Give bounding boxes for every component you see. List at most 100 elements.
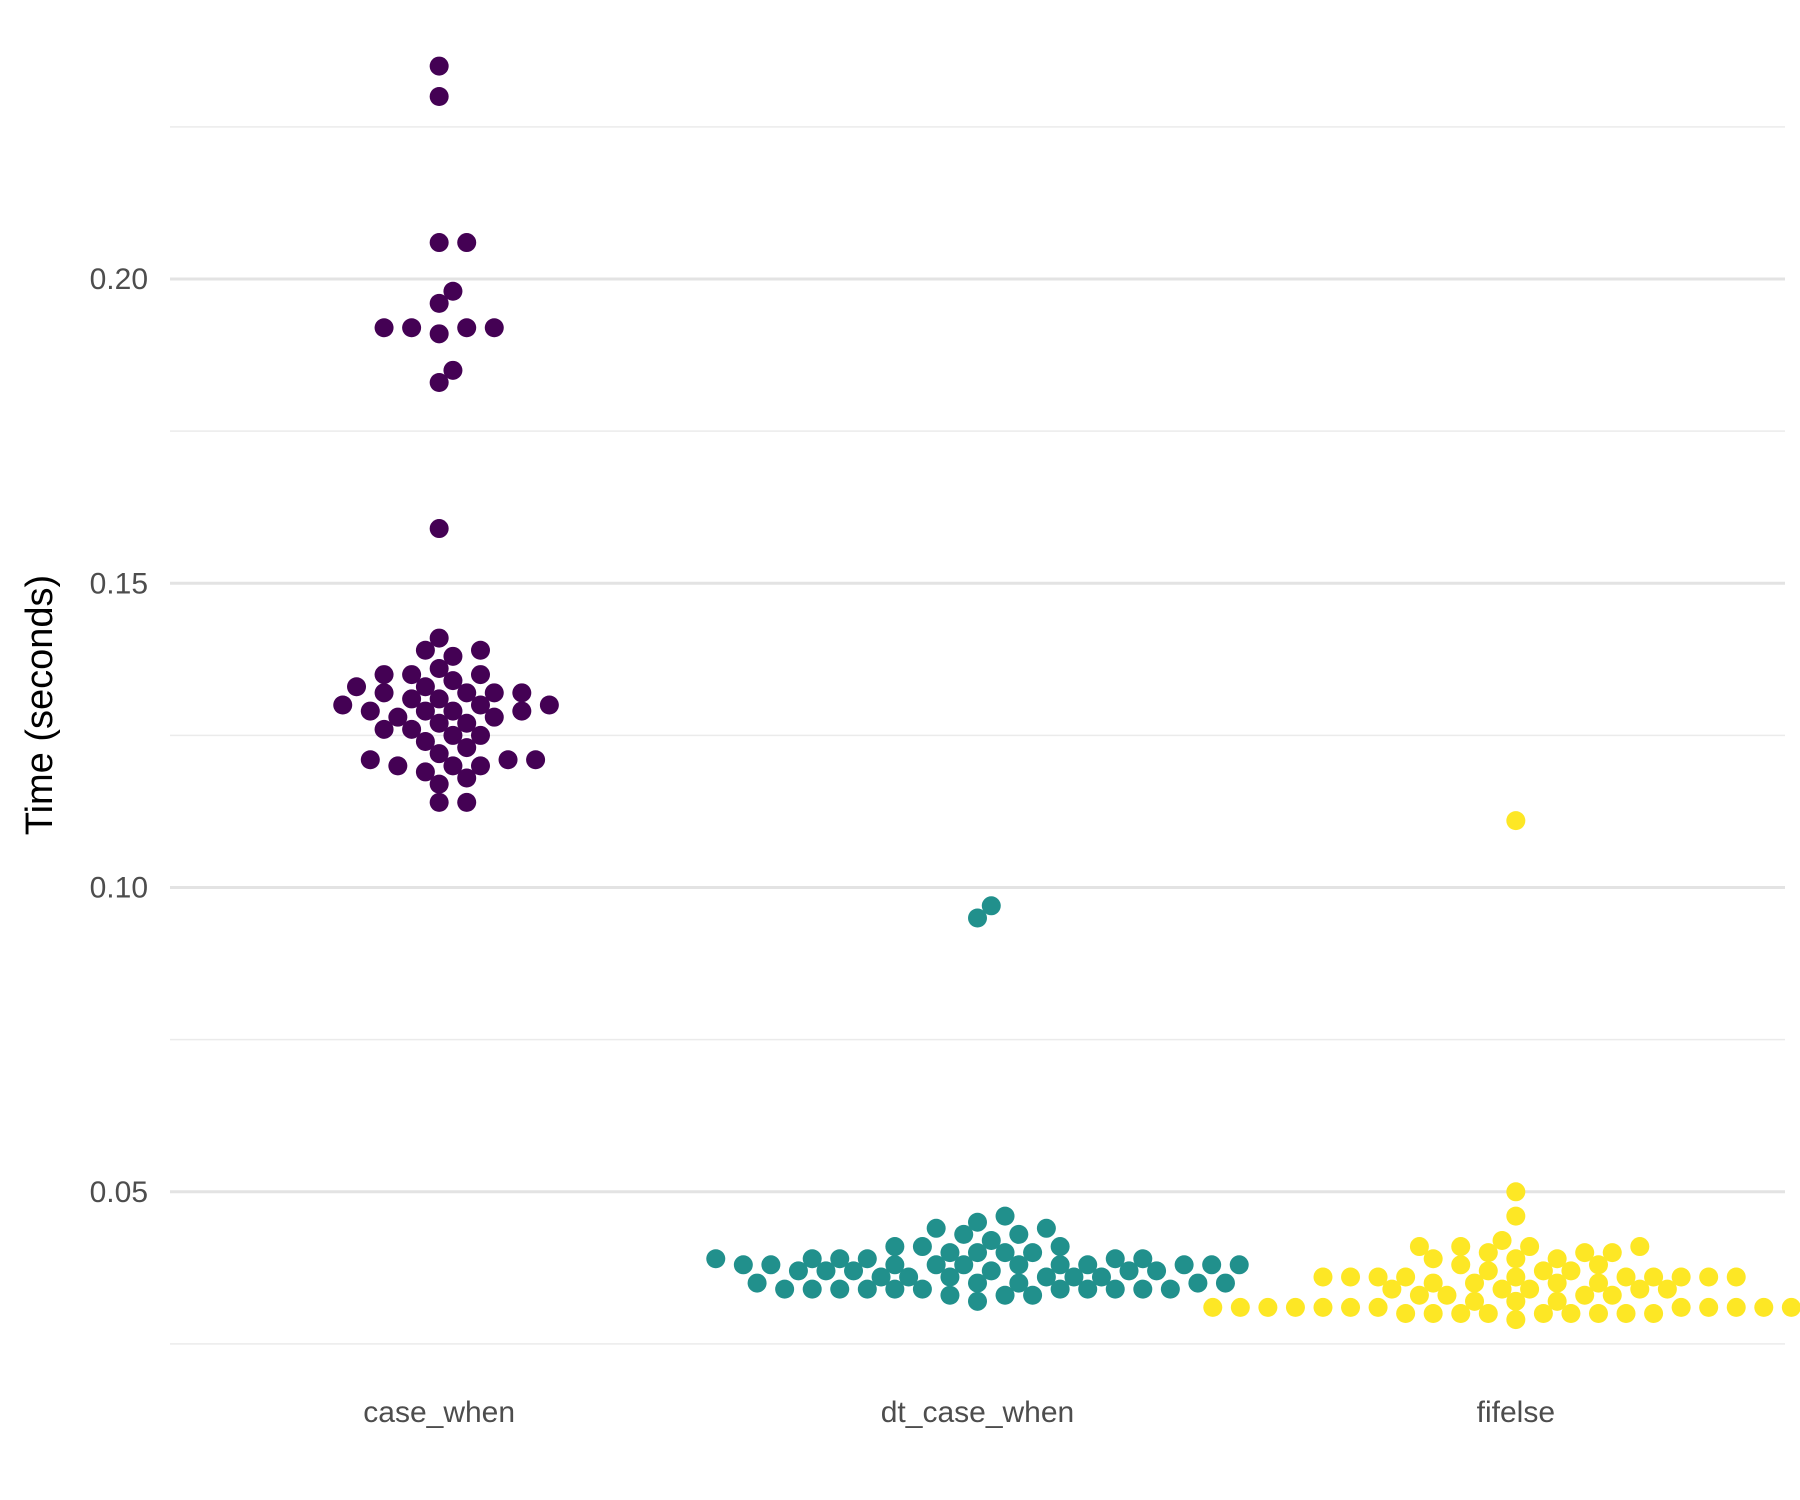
point-dt_case_when-52 [885, 1279, 905, 1299]
point-dt_case_when-0 [981, 896, 1001, 916]
point-fifelse-11 [1506, 1249, 1526, 1269]
point-fifelse-64 [1423, 1303, 1443, 1323]
point-fifelse-62 [1451, 1303, 1471, 1323]
point-case_when-52 [443, 756, 463, 776]
point-case_when-47 [457, 738, 477, 758]
point-case_when-58 [429, 792, 449, 812]
point-case_when-4 [443, 281, 463, 301]
point-case_when-29 [429, 689, 449, 709]
point-dt_case_when-58 [802, 1279, 822, 1299]
point-dt_case_when-14 [940, 1243, 960, 1263]
point-fifelse-33 [1520, 1279, 1540, 1299]
point-dt_case_when-34 [844, 1261, 864, 1281]
point-fifelse-49 [1313, 1297, 1333, 1317]
y-tick-label-1: 0.10 [90, 872, 148, 905]
point-fifelse-19 [1506, 1267, 1526, 1287]
point-fifelse-2 [1506, 1206, 1526, 1226]
point-case_when-22 [443, 671, 463, 691]
point-dt_case_when-64 [968, 1291, 987, 1311]
point-dt_case_when-26 [885, 1255, 905, 1275]
point-fifelse-41 [1409, 1285, 1429, 1305]
point-dt_case_when-42 [1064, 1267, 1084, 1287]
point-dt_case_when-12 [968, 1243, 987, 1263]
point-fifelse-35 [1630, 1279, 1650, 1299]
point-dt_case_when-36 [816, 1261, 836, 1281]
point-fifelse-52 [1754, 1297, 1774, 1317]
point-case_when-54 [388, 756, 408, 776]
x-tick-label-case_when: case_when [363, 1396, 515, 1429]
point-fifelse-0 [1506, 811, 1526, 831]
point-dt_case_when-18 [830, 1249, 850, 1269]
point-fifelse-5 [1451, 1237, 1471, 1257]
point-fifelse-18 [1561, 1261, 1581, 1281]
point-fifelse-57 [1203, 1297, 1223, 1317]
point-dt_case_when-24 [926, 1255, 946, 1275]
point-case_when-37 [512, 701, 532, 721]
point-fifelse-30 [1465, 1273, 1485, 1293]
point-case_when-21 [374, 665, 394, 685]
point-case_when-50 [360, 750, 380, 770]
point-case_when-26 [484, 683, 504, 703]
point-case_when-43 [374, 719, 394, 739]
point-fifelse-43 [1547, 1291, 1567, 1311]
point-case_when-55 [415, 762, 435, 782]
point-fifelse-60 [1478, 1303, 1498, 1323]
point-fifelse-32 [1423, 1273, 1443, 1293]
point-fifelse-51 [1285, 1297, 1305, 1317]
point-fifelse-46 [1671, 1297, 1691, 1317]
x-axis-tick-labels: case_when dt_case_when fifelse [363, 1396, 1555, 1429]
point-fifelse-25 [1341, 1267, 1361, 1287]
point-dt_case_when-57 [1133, 1279, 1153, 1299]
point-case_when-11 [443, 360, 463, 380]
point-dt_case_when-51 [1050, 1279, 1070, 1299]
point-dt_case_when-16 [857, 1249, 877, 1269]
point-fifelse-20 [1616, 1267, 1636, 1287]
point-dt_case_when-25 [1050, 1255, 1070, 1275]
point-dt_case_when-7 [1009, 1224, 1029, 1244]
point-fifelse-26 [1699, 1267, 1719, 1287]
point-fifelse-17 [1478, 1261, 1498, 1281]
point-fifelse-14 [1451, 1255, 1471, 1275]
point-case_when-1 [429, 87, 449, 107]
point-case_when-56 [457, 768, 477, 788]
point-dt_case_when-13 [995, 1243, 1015, 1263]
y-tick-label-3: 0.20 [90, 263, 148, 296]
point-fifelse-50 [1726, 1297, 1746, 1317]
point-fifelse-53 [1258, 1297, 1278, 1317]
point-fifelse-38 [1575, 1285, 1595, 1305]
point-dt_case_when-6 [954, 1224, 974, 1244]
point-fifelse-29 [1547, 1273, 1567, 1293]
point-fifelse-12 [1547, 1249, 1567, 1269]
point-dt_case_when-55 [1105, 1279, 1125, 1299]
point-dt_case_when-45 [968, 1273, 987, 1293]
point-fifelse-8 [1478, 1243, 1498, 1263]
point-case_when-57 [429, 774, 449, 794]
point-dt_case_when-48 [747, 1273, 767, 1293]
point-fifelse-28 [1726, 1267, 1746, 1287]
point-fifelse-1 [1506, 1182, 1526, 1202]
point-fifelse-21 [1396, 1267, 1416, 1287]
point-dt_case_when-60 [775, 1279, 795, 1299]
point-case_when-48 [429, 744, 449, 764]
point-case_when-7 [402, 318, 422, 338]
point-dt_case_when-10 [1050, 1237, 1070, 1257]
point-fifelse-67 [1644, 1303, 1664, 1323]
point-case_when-40 [429, 713, 449, 733]
point-dt_case_when-32 [1229, 1255, 1249, 1275]
point-dt_case_when-27 [1078, 1255, 1098, 1275]
point-dt_case_when-1 [968, 908, 987, 928]
point-dt_case_when-39 [940, 1267, 960, 1287]
point-fifelse-7 [1630, 1237, 1650, 1257]
point-fifelse-63 [1588, 1303, 1608, 1323]
point-dt_case_when-23 [1009, 1255, 1029, 1275]
point-dt_case_when-49 [1215, 1273, 1235, 1293]
point-fifelse-47 [1341, 1297, 1361, 1317]
point-fifelse-59 [1533, 1303, 1553, 1323]
point-dt_case_when-54 [857, 1279, 877, 1299]
point-case_when-35 [415, 701, 435, 721]
point-case_when-12 [429, 373, 449, 392]
point-fifelse-16 [1533, 1261, 1553, 1281]
point-dt_case_when-63 [1023, 1285, 1043, 1305]
point-case_when-42 [402, 719, 422, 739]
point-dt_case_when-2 [995, 1206, 1015, 1226]
